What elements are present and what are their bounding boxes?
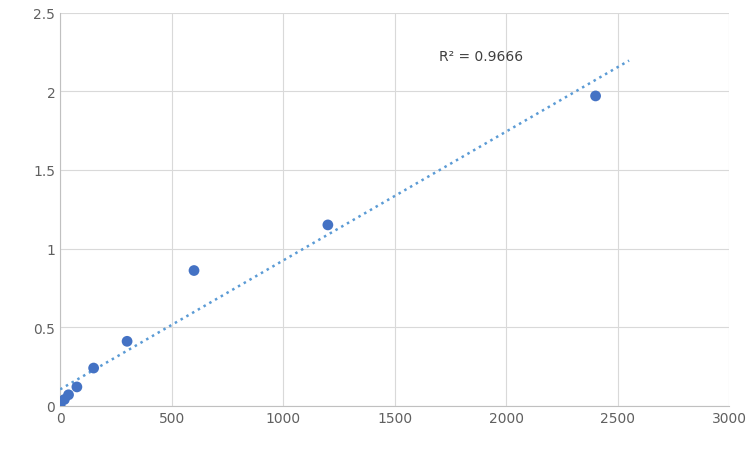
Point <box>87 364 99 372</box>
Point <box>71 383 83 391</box>
Point <box>54 402 66 410</box>
Point <box>121 338 133 345</box>
Text: R² = 0.9666: R² = 0.9666 <box>439 50 523 64</box>
Point <box>322 222 334 229</box>
Point <box>59 396 71 403</box>
Point <box>590 93 602 100</box>
Point <box>62 391 74 399</box>
Point <box>188 267 200 275</box>
